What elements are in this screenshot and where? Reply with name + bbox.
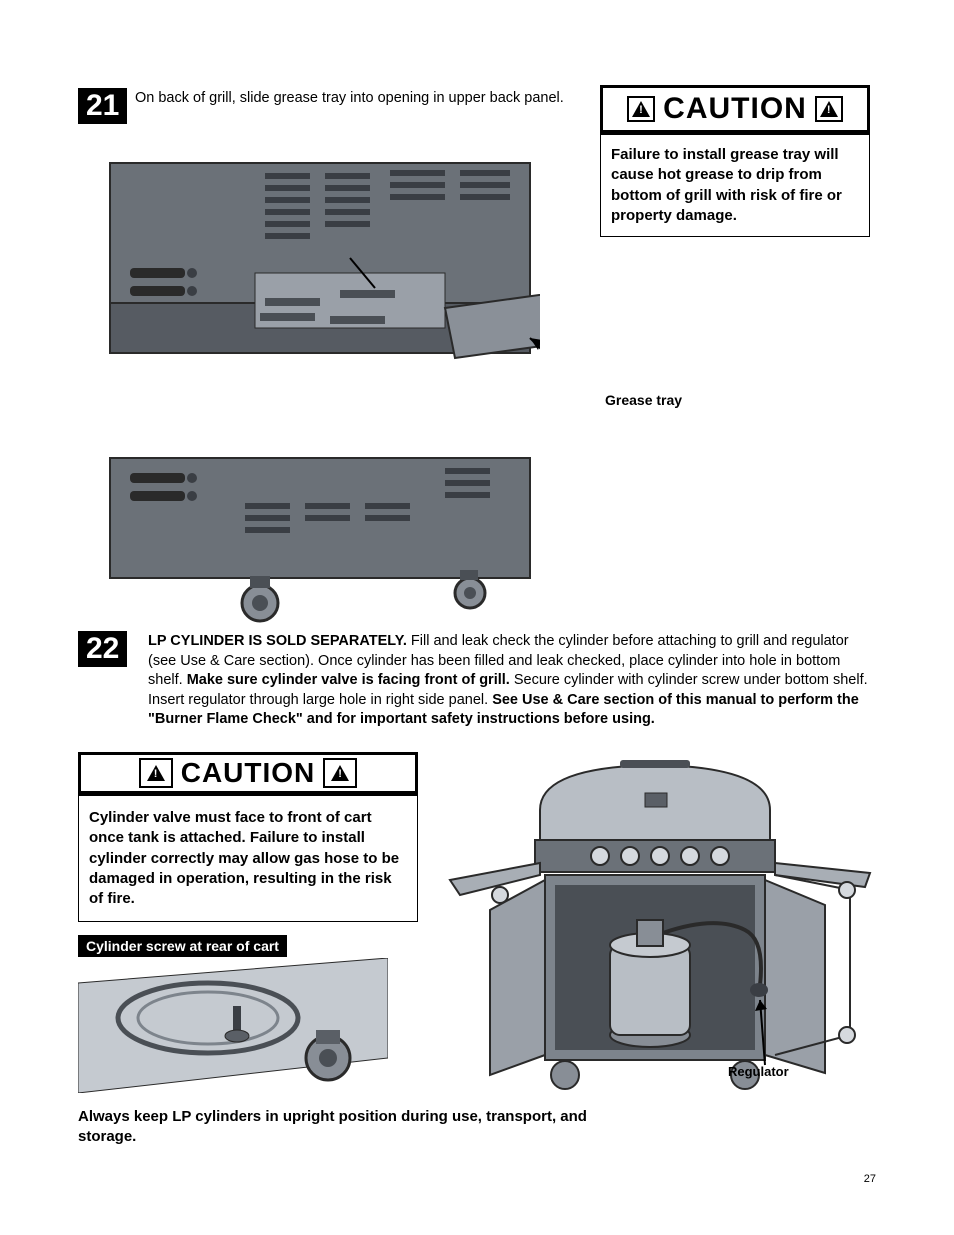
step22-lead: LP CYLINDER IS SOLD SEPARATELY. [148, 633, 407, 649]
caution-body-text: Failure to install grease tray will caus… [600, 135, 870, 237]
cylinder-screw-illustration [78, 958, 388, 1093]
cylinder-screw-label: Cylinder screw at rear of cart [78, 935, 287, 957]
grease-tray-callout: Grease tray [605, 392, 682, 408]
caution-box-cylinder: CAUTION Cylinder valve must face to fron… [78, 752, 418, 922]
grill-front-illustration [445, 755, 885, 1105]
caution-body-text: Cylinder valve must face to front of car… [78, 796, 418, 922]
warning-icon [323, 758, 357, 788]
step21-instruction: On back of grill, slide grease tray into… [135, 90, 585, 106]
upright-note: Always keep LP cylinders in upright posi… [78, 1107, 598, 1148]
step22-b2: Make sure cylinder valve is facing front… [187, 672, 510, 688]
warning-icon [627, 96, 655, 122]
caution-heading: CAUTION [663, 92, 807, 126]
caution-box-grease: CAUTION Failure to install grease tray w… [600, 85, 870, 237]
step-badge-22: 22 [78, 631, 127, 667]
grill-back-illustration [100, 158, 540, 623]
page-number: 27 [864, 1173, 876, 1185]
step-badge-21: 21 [78, 88, 127, 124]
warning-icon [815, 96, 843, 122]
warning-icon [139, 758, 173, 788]
caution-heading: CAUTION [181, 757, 316, 789]
regulator-callout: Regulator [728, 1064, 789, 1079]
step22-instruction: LP CYLINDER IS SOLD SEPARATELY. Fill and… [148, 632, 868, 730]
